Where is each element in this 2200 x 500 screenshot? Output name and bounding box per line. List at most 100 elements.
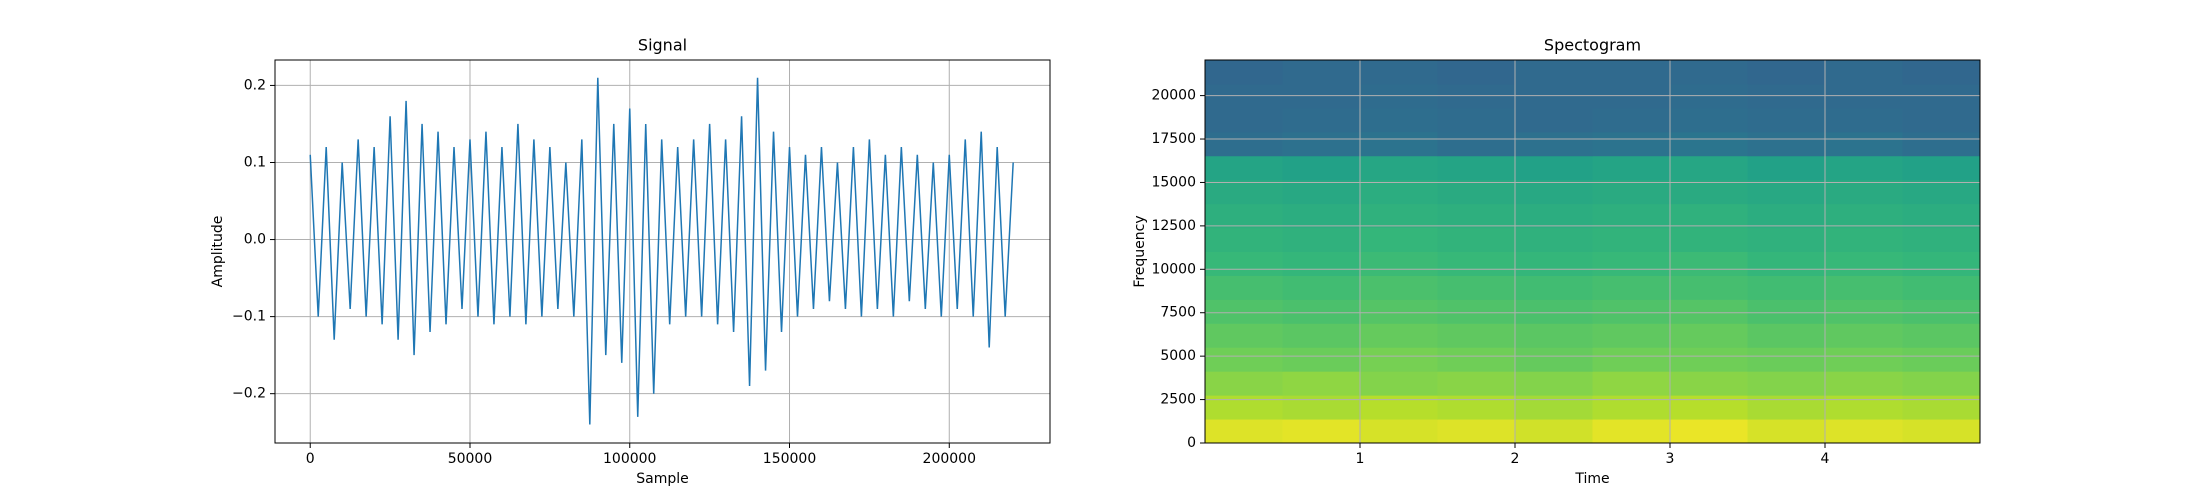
spectrogram-cell <box>1360 323 1438 348</box>
spectrogram-cell <box>1282 275 1361 300</box>
spectrogram-cell <box>1360 419 1438 444</box>
x-tick-label: 2 <box>1511 451 1520 467</box>
spectrogram-cell <box>1825 83 1903 109</box>
y-tick-label: 17500 <box>1151 131 1196 147</box>
spectrogram-cell <box>1592 323 1671 348</box>
axes-frame <box>274 59 1051 444</box>
spectrogram-cell <box>1437 419 1516 444</box>
spectrogram-cell <box>1515 83 1593 109</box>
spectrogram-cell <box>1437 131 1516 157</box>
spectrogram-cell <box>1825 419 1903 444</box>
spectrogram-cell <box>1360 395 1438 420</box>
spectrogram-cell <box>1592 299 1671 324</box>
spectrogram-cell <box>1282 227 1361 252</box>
spectrogram-cell <box>1205 155 1283 181</box>
spectrogram-cell <box>1282 60 1361 85</box>
spectrogram-cell <box>1437 347 1516 372</box>
spectrogram-cell <box>1437 155 1516 181</box>
y-tick-label: 0 <box>1187 435 1196 451</box>
spectrogram-cell <box>1670 347 1748 372</box>
spectrogram-cell <box>1592 227 1671 252</box>
spectrogram-cell <box>1902 107 1981 133</box>
spectrogram-cell <box>1825 395 1903 420</box>
spectrogram-cell <box>1515 347 1593 372</box>
spectrogram-cell <box>1515 107 1593 133</box>
spectrogram-cell <box>1360 155 1438 181</box>
spectrogram-cell <box>1205 251 1283 276</box>
spectrogram-cell <box>1282 203 1361 229</box>
spectrogram-cell <box>1670 155 1748 181</box>
spectrogram-cell <box>1747 299 1826 324</box>
x-tick-label: 1 <box>1356 451 1365 467</box>
spectrogram-cell <box>1670 371 1748 396</box>
spectrogram-cell <box>1515 395 1593 420</box>
spectrogram-cell <box>1670 107 1748 133</box>
spectrogram-cell <box>1670 275 1748 300</box>
spectrogram-cell <box>1437 299 1516 324</box>
chart-title: Signal <box>638 36 687 55</box>
spectrogram-cell <box>1205 60 1283 85</box>
spectrogram-cell <box>1902 323 1981 348</box>
spectrogram-cell <box>1825 323 1903 348</box>
y-tick-label: −0.1 <box>232 309 266 325</box>
spectrogram-cell <box>1515 299 1593 324</box>
axes-frame <box>1204 59 1981 444</box>
spectrogram-cell <box>1825 60 1903 85</box>
x-tick-label: 0 <box>306 451 315 467</box>
spectrogram-cell <box>1515 251 1593 276</box>
spectrogram-cell <box>1282 251 1361 276</box>
spectrogram-cell <box>1825 131 1903 157</box>
x-axis-label: Time <box>1574 471 1609 487</box>
spectrogram-cell <box>1902 227 1981 252</box>
spectrogram-cell <box>1437 275 1516 300</box>
spectrogram-cell <box>1515 275 1593 300</box>
spectrogram-cell <box>1205 203 1283 229</box>
y-tick-label: 15000 <box>1151 174 1196 190</box>
spectrogram-cell <box>1515 203 1593 229</box>
y-axis-label: Amplitude <box>210 216 226 288</box>
spectrogram-cell <box>1747 347 1826 372</box>
spectrogram-cell <box>1670 419 1748 444</box>
spectrogram-cell <box>1360 60 1438 85</box>
spectrogram-cell <box>1670 395 1748 420</box>
y-tick-label: 0.0 <box>244 232 266 248</box>
spectrogram-cell <box>1205 227 1283 252</box>
x-tick-label: 100000 <box>603 451 656 467</box>
spectrogram-cell <box>1360 227 1438 252</box>
spectrogram-cell <box>1902 83 1981 109</box>
spectrogram-cell <box>1282 83 1361 109</box>
spectrogram-cell <box>1902 203 1981 229</box>
spectrogram-cell <box>1592 155 1671 181</box>
y-tick-label: 0.2 <box>244 77 266 93</box>
spectrogram-cell <box>1205 107 1283 133</box>
spectrogram-cell <box>1282 347 1361 372</box>
spectrogram-cell <box>1282 131 1361 157</box>
spectrogram-cell <box>1902 419 1981 444</box>
x-tick-label: 150000 <box>763 451 816 467</box>
spectrogram-cell <box>1360 275 1438 300</box>
spectrogram-cell <box>1592 60 1671 85</box>
spectrogram-cell <box>1282 155 1361 181</box>
x-axis-label: Sample <box>636 471 689 487</box>
spectrogram-cell <box>1592 347 1671 372</box>
spectrogram-cell <box>1592 83 1671 109</box>
spectrogram-cell <box>1747 203 1826 229</box>
spectrogram-cell <box>1592 107 1671 133</box>
spectrogram-cell <box>1282 179 1361 205</box>
spectrogram-cell <box>1825 107 1903 133</box>
spectrogram-cell <box>1825 155 1903 181</box>
spectrogram-cell <box>1205 299 1283 324</box>
spectrogram-cell <box>1902 347 1981 372</box>
spectrogram-cell <box>1360 203 1438 229</box>
y-tick-label: 7500 <box>1160 305 1196 321</box>
spectrogram-cell <box>1205 275 1283 300</box>
spectrogram-cell <box>1670 227 1748 252</box>
spectrogram-cell <box>1437 107 1516 133</box>
x-tick-label: 3 <box>1666 451 1675 467</box>
spectrogram-cell <box>1360 371 1438 396</box>
spectrogram-cell <box>1205 371 1283 396</box>
spectrogram-cell <box>1282 419 1361 444</box>
spectrogram-cell <box>1437 227 1516 252</box>
y-tick-label: −0.2 <box>232 386 266 402</box>
chart: 0 50000 100000 150000 200000 −0.2 −0.1 0.0 0.1 0.… <box>210 36 1051 487</box>
